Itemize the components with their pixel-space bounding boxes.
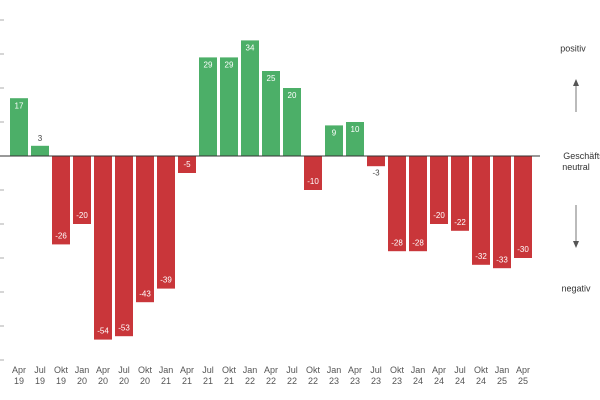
value-label: -10 [307, 177, 319, 186]
x-tick-label: Jan 20 [75, 365, 90, 386]
x-tick-label: Jan 21 [159, 365, 174, 386]
bar [136, 156, 154, 303]
value-label: -33 [496, 255, 508, 264]
bar [472, 156, 490, 265]
bar [94, 156, 112, 340]
value-label: -53 [118, 323, 130, 332]
bar [367, 156, 385, 167]
value-label: -26 [55, 232, 67, 241]
bar [409, 156, 427, 252]
value-label: 29 [204, 61, 213, 70]
bar [325, 125, 343, 156]
value-label: -39 [160, 276, 172, 285]
value-label: -28 [412, 238, 424, 247]
annotation-bottom: negativ [561, 283, 591, 293]
value-label: 10 [351, 125, 360, 134]
value-label: -54 [97, 327, 109, 336]
bar [199, 57, 217, 156]
arrow-up-head [573, 79, 579, 86]
value-label: -22 [454, 218, 466, 227]
x-tick-label: Apr 19 [12, 365, 26, 386]
value-label: 34 [246, 44, 255, 53]
bar [514, 156, 532, 258]
value-label: -30 [517, 245, 529, 254]
bar [115, 156, 133, 337]
bar [283, 88, 301, 156]
x-tick-label: Apr 24 [432, 365, 446, 386]
value-label: 3 [38, 134, 43, 143]
x-tick-label: Apr 23 [348, 365, 362, 386]
bar [451, 156, 469, 231]
x-tick-label: Okt 24 [474, 365, 489, 386]
x-tick-label: Jan 23 [327, 365, 342, 386]
value-label: 29 [225, 61, 234, 70]
x-tick-label: Jul 24 [454, 365, 466, 386]
bar [31, 145, 49, 156]
x-tick-label: Apr 21 [180, 365, 194, 386]
x-tick-label: Jan 24 [411, 365, 426, 386]
bar [52, 156, 70, 245]
x-tick-label: Jan 22 [243, 365, 258, 386]
bar [388, 156, 406, 252]
value-label: -32 [475, 252, 487, 261]
x-tick-label: Jul 20 [118, 365, 130, 386]
bar [73, 156, 91, 224]
value-label: -20 [76, 211, 88, 220]
bar [430, 156, 448, 224]
x-tick-label: Jul 21 [202, 365, 214, 386]
bar [220, 57, 238, 156]
x-tick-label: Apr 25 [516, 365, 530, 386]
bar [493, 156, 511, 269]
annotation-middle: Geschäftsklimaneutral [562, 151, 600, 172]
x-tick-label: Okt 21 [222, 365, 237, 386]
x-tick-label: Jul 22 [286, 365, 298, 386]
annotation-top: positiv [560, 43, 586, 53]
value-label: -43 [139, 289, 151, 298]
x-tick-label: Okt 23 [390, 365, 405, 386]
bar [157, 156, 175, 289]
value-label: -28 [391, 238, 403, 247]
x-tick-label: Apr 20 [96, 365, 110, 386]
value-label: 25 [267, 74, 276, 83]
x-tick-label: Jan 25 [495, 365, 510, 386]
x-tick-label: Okt 20 [138, 365, 153, 386]
x-tick-label: Okt 22 [306, 365, 321, 386]
x-tick-label: Apr 22 [264, 365, 278, 386]
bar [262, 71, 280, 156]
value-label: -5 [183, 160, 191, 169]
bar [241, 40, 259, 156]
value-label: -20 [433, 211, 445, 220]
value-label: 20 [288, 91, 297, 100]
x-tick-label: Okt 19 [54, 365, 69, 386]
value-label: 17 [15, 101, 24, 110]
x-tick-label: Jul 19 [34, 365, 46, 386]
value-label: 9 [332, 129, 337, 138]
bar [304, 156, 322, 190]
bar [10, 98, 28, 156]
x-tick-label: Jul 23 [370, 365, 382, 386]
bar [346, 122, 364, 156]
bar [178, 156, 196, 173]
arrow-down-head [573, 241, 579, 248]
value-label: -3 [372, 168, 380, 177]
